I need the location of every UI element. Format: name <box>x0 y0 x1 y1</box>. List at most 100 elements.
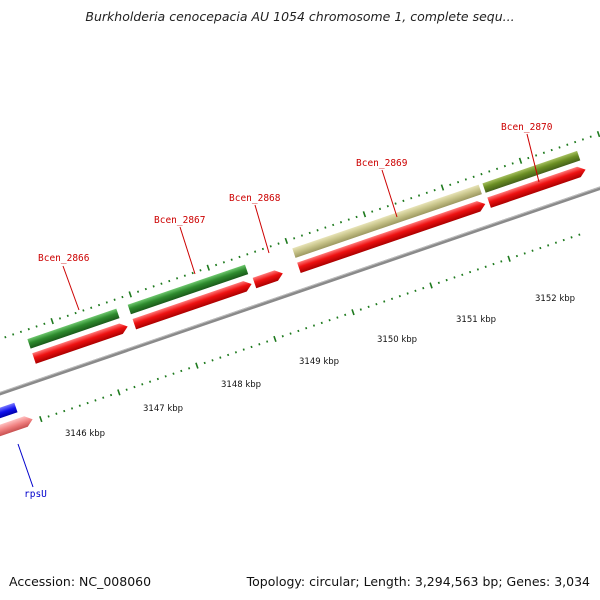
kbp-label-3146: 3146 kbp <box>65 429 105 439</box>
ruler-tick <box>383 300 386 303</box>
upper-tick <box>402 199 405 203</box>
upper-tick <box>121 295 124 299</box>
ruler-tick <box>507 255 511 262</box>
cds-arrow-bcen-2867[interactable] <box>132 279 254 330</box>
ruler-tick <box>141 383 144 386</box>
ruler-tick <box>94 399 97 402</box>
gene-label-bcen-2870[interactable]: Bcen_2870 <box>501 122 553 133</box>
upper-tick <box>74 311 77 315</box>
upper-tick <box>261 247 265 251</box>
upper-tick <box>535 154 538 157</box>
gene-label-bcen-2867[interactable]: Bcen_2867 <box>154 215 205 226</box>
ruler-tick <box>47 415 50 418</box>
gene-bar-rpsu[interactable] <box>0 402 18 423</box>
upper-tick <box>581 138 585 141</box>
upper-tick <box>542 151 545 154</box>
upper-tick <box>511 162 514 165</box>
upper-tick <box>566 143 569 146</box>
gene-label-rpsu[interactable]: rpsU <box>24 489 47 500</box>
upper-tick <box>550 148 553 152</box>
upper-tick <box>136 290 140 293</box>
accession-text: Accession: NC_008060 <box>9 574 152 589</box>
upper-tick <box>175 277 179 280</box>
cds-arrow-bcen-2868[interactable] <box>252 268 285 289</box>
ruler-tick <box>375 302 378 306</box>
ruler-tick <box>398 294 401 298</box>
cds-arrow-bcen-2870[interactable] <box>487 164 587 208</box>
upper-tick <box>316 229 319 232</box>
leader-bcen-2866 <box>62 265 80 311</box>
upper-tick <box>362 211 367 218</box>
ruler-tick <box>523 252 526 255</box>
ruler-tick <box>531 249 534 252</box>
kbp-label-3149: 3149 kbp <box>299 357 339 367</box>
upper-tick <box>596 130 600 138</box>
gene-label-bcen-2866[interactable]: Bcen_2866 <box>38 253 90 264</box>
ruler-tick <box>148 380 152 383</box>
upper-tick <box>58 317 62 320</box>
ruler-tick <box>554 241 558 244</box>
leader-bcen-2867 <box>179 226 196 275</box>
sequence-axis-highlight <box>0 178 600 400</box>
gene-bar-bcen-2867[interactable] <box>127 264 249 315</box>
upper-tick <box>324 226 327 229</box>
upper-tick <box>464 178 467 181</box>
upper-tick <box>394 202 397 205</box>
upper-tick <box>371 210 374 213</box>
gene-bar-bcen-2866[interactable] <box>27 308 120 349</box>
leader-bcen-2870 <box>526 133 540 183</box>
upper-tick <box>433 188 436 192</box>
gene-bar-bcen-2869[interactable] <box>292 184 482 258</box>
ruler-tick <box>359 308 362 311</box>
ruler-tick <box>320 321 323 325</box>
ruler-tick <box>422 286 425 290</box>
upper-tick <box>410 196 413 200</box>
upper-tick <box>222 261 225 264</box>
ruler-tick <box>242 348 245 351</box>
upper-tick <box>449 183 452 187</box>
upper-tick <box>527 156 530 160</box>
ruler-tick <box>344 313 347 317</box>
gene-label-bcen-2869[interactable]: Bcen_2869 <box>356 158 408 169</box>
ruler-tick <box>180 369 183 373</box>
ruler-tick <box>390 297 394 301</box>
upper-tick <box>417 194 421 197</box>
ruler-tick <box>273 335 277 343</box>
upper-tick <box>82 309 85 312</box>
upper-tick <box>152 285 155 288</box>
ruler-tick <box>227 353 230 357</box>
upper-tick <box>144 287 147 291</box>
ruler-tick <box>125 388 128 391</box>
topology-summary: Topology: circular; Length: 3,294,563 bp… <box>246 574 590 589</box>
ruler-tick <box>445 278 448 282</box>
upper-tick <box>254 250 257 253</box>
cds-arrow-bcen-2866[interactable] <box>32 321 129 364</box>
upper-tick <box>105 301 108 304</box>
upper-tick <box>503 164 506 168</box>
label-leaders <box>17 133 540 488</box>
upper-tick <box>206 264 211 271</box>
upper-tick <box>284 237 289 245</box>
upper-tick <box>386 204 389 208</box>
ruler-tick <box>500 260 503 263</box>
ruler-tick <box>367 305 370 309</box>
gene-bar-bcen-2870[interactable] <box>482 150 581 193</box>
upper-tick <box>378 207 382 211</box>
ruler-tick <box>469 270 472 274</box>
upper-tick <box>168 279 171 283</box>
upper-tick <box>347 218 350 221</box>
cds-arrow-bcen-2869[interactable] <box>297 199 487 274</box>
upper-tick <box>27 327 30 331</box>
cds-arrow-rpsu[interactable] <box>0 414 34 439</box>
sequence-axis <box>0 178 600 402</box>
upper-tick <box>574 140 577 144</box>
ruler-tick <box>86 401 89 405</box>
upper-tick <box>480 172 483 176</box>
upper-tick <box>293 237 296 240</box>
gene-label-bcen-2868[interactable]: Bcen_2868 <box>229 193 281 204</box>
ruler-tick <box>562 238 565 242</box>
upper-tick <box>425 191 428 195</box>
ruler-tick <box>414 289 417 293</box>
kbp-label-3151: 3151 kbp <box>456 315 496 325</box>
